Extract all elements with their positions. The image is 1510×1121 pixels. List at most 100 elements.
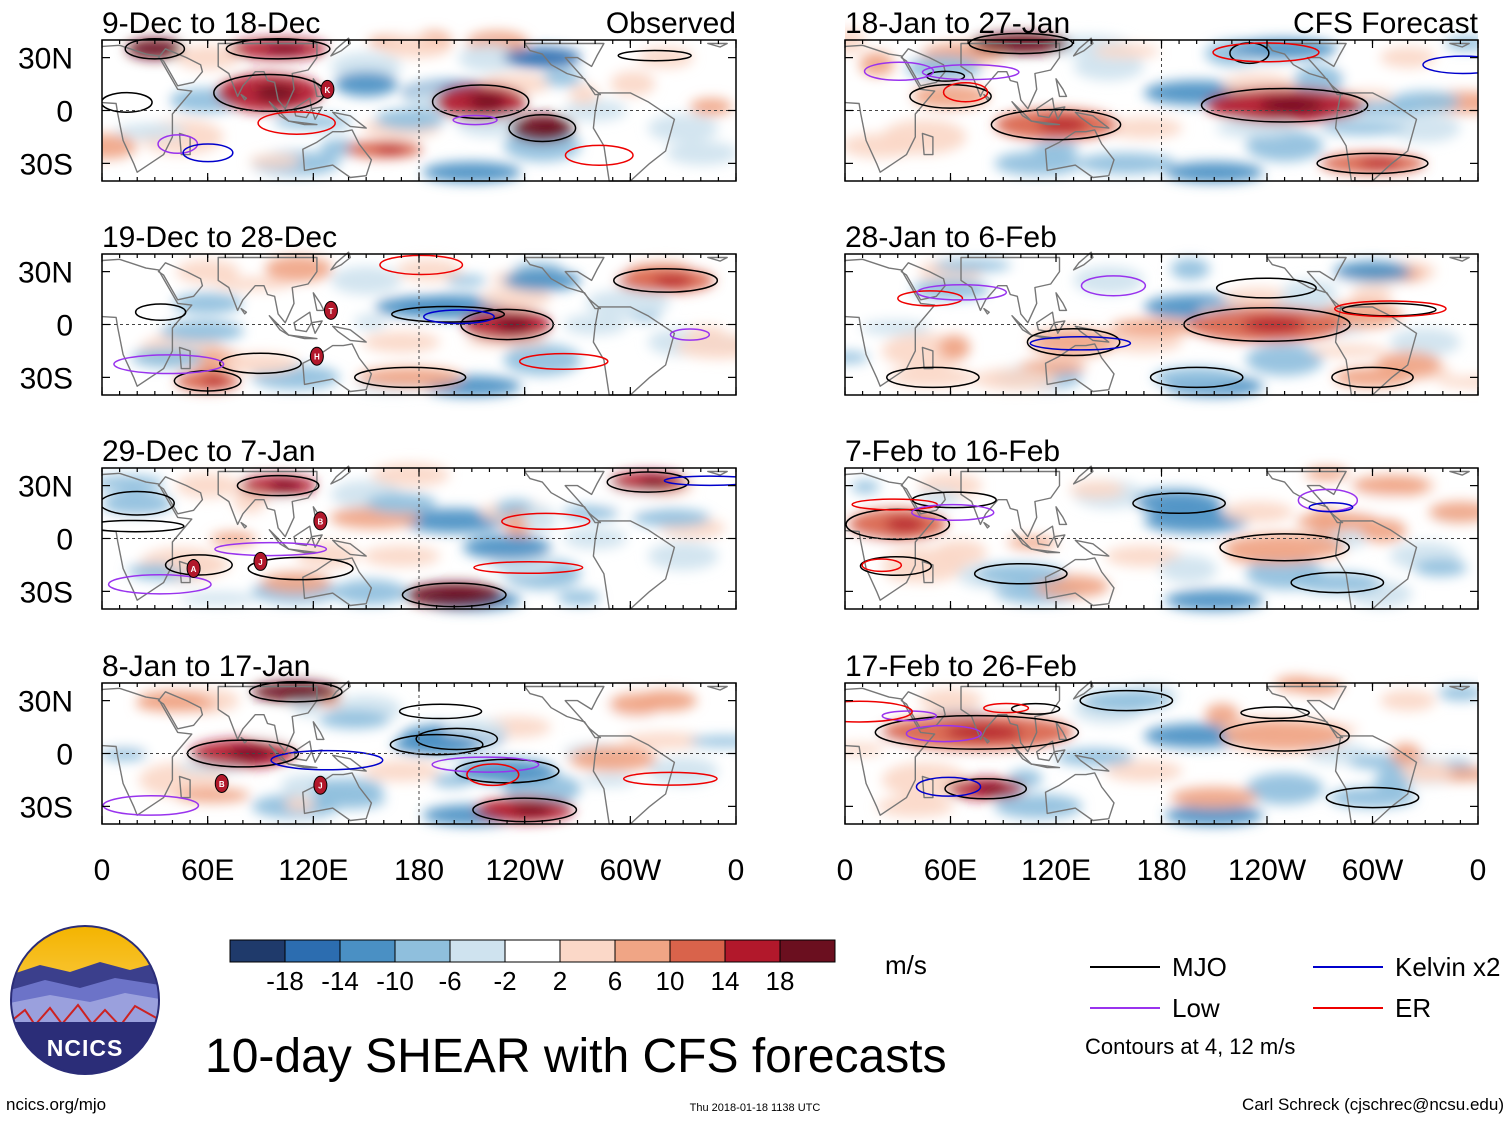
lon-label: 120E [1021, 854, 1091, 887]
lat-label: 30N [18, 471, 73, 504]
lat-label: 30S [20, 791, 73, 824]
legend-item-label: Kelvin x2 [1395, 952, 1501, 982]
lon-label: 120W [1228, 854, 1307, 887]
lat-label: 0 [56, 96, 73, 129]
panel-period-label: 9-Dec to 18-Dec [102, 7, 320, 40]
colorbar-swatch [559, 939, 616, 963]
map-panel-left-3: B J A 29-Dec to 7-Jan [101, 435, 737, 611]
panel-period-label: 18-Jan to 27-Jan [845, 7, 1070, 40]
lat-label: 30N [18, 257, 73, 290]
storm-marker-B: B [313, 511, 328, 531]
tick-marks [101, 468, 737, 609]
tick-marks [101, 254, 737, 395]
coastlines [845, 465, 1470, 610]
colorbar-swatch [229, 939, 286, 963]
lon-label: 180 [1136, 854, 1186, 887]
storm-marker-J: J [313, 775, 328, 795]
storm-marker-letter: H [314, 353, 320, 362]
legend-item-label: MJO [1172, 952, 1227, 982]
lat-label: 30S [20, 362, 73, 395]
map-panel-right-2: 28-Jan to 6-Feb [844, 221, 1479, 397]
tick-marks [101, 40, 737, 181]
lat-label: 0 [56, 310, 73, 343]
colorbar-swatch [449, 939, 506, 963]
colorbar-swatch [614, 939, 671, 963]
colorbar-tick-label: 14 [711, 966, 740, 996]
map-panel-right-4: 17-Feb to 26-Feb [844, 650, 1479, 826]
lon-label: 0 [837, 854, 854, 887]
colorbar-tick-label: -6 [438, 966, 461, 996]
storm-marker-letter: A [191, 565, 197, 574]
colorbar-tick-label: -10 [376, 966, 414, 996]
lon-label: 60W [599, 854, 661, 887]
lat-label: 0 [56, 524, 73, 557]
coastlines [845, 680, 1470, 825]
storm-marker-A: A [186, 558, 201, 578]
colorbar-tick-label: 6 [608, 966, 622, 996]
tick-marks [844, 254, 1479, 395]
legend-item-kelvin-x2: Kelvin x2 [1313, 952, 1501, 982]
source-url[interactable]: ncics.org/mjo [6, 1095, 106, 1114]
shear-shading [102, 30, 736, 183]
lat-label: 30N [18, 43, 73, 76]
storm-marker-J: J [253, 551, 268, 571]
storm-marker-letter: J [258, 558, 262, 567]
shear-shading [110, 255, 736, 397]
figure-title: 10-day SHEAR with CFS forecasts [205, 1030, 947, 1083]
lat-label: 30S [20, 148, 73, 181]
colorbar-tick-label: -18 [266, 966, 304, 996]
colorbar-swatch [284, 939, 341, 963]
shear-shading [848, 467, 1478, 611]
author-credit: Carl Schreck (cjschrec@ncsu.edu) [1242, 1095, 1504, 1114]
map-panel-left-2: T H 19-Dec to 28-Dec [101, 221, 737, 397]
lon-label: 0 [1470, 854, 1487, 887]
colorbar-tick-label: 18 [766, 966, 795, 996]
timestamp: Thu 2018-01-18 1138 UTC [690, 1102, 821, 1114]
storm-marker-K: K [320, 79, 335, 99]
lon-label: 180 [394, 854, 444, 887]
panel-period-label: 19-Dec to 28-Dec [102, 221, 337, 254]
lon-label: 120E [278, 854, 348, 887]
coastlines [102, 37, 728, 182]
panel-period-label: 28-Jan to 6-Feb [845, 221, 1057, 254]
panel-period-label: 7-Feb to 16-Feb [845, 435, 1060, 468]
forecast-label: CFS Forecast [1293, 7, 1479, 40]
lon-label: 120W [485, 854, 564, 887]
panel-period-label: 17-Feb to 26-Feb [845, 650, 1077, 683]
observed-label: Observed [606, 7, 736, 40]
lon-label: 0 [728, 854, 745, 887]
legend: MJO Kelvin x2 Low ER Contours at 4, 12 m/s [1085, 952, 1501, 1059]
storm-marker-letter: B [219, 780, 225, 789]
legend-item-label: ER [1395, 993, 1431, 1023]
colorbar-swatch [669, 939, 726, 963]
lon-label: 0 [94, 854, 111, 887]
storm-marker-B: B [214, 773, 229, 793]
lon-label: 60E [924, 854, 977, 887]
lat-label: 0 [56, 739, 73, 772]
colorbar: -18 -14 -10 -6 -2 2 6 10 14 18 m/s [229, 939, 927, 996]
lat-label: 30S [20, 576, 73, 609]
colorbar-swatch [724, 939, 781, 963]
colorbar-tick-label: 10 [656, 966, 685, 996]
tick-marks [101, 683, 737, 824]
lon-label: 60E [181, 854, 234, 887]
legend-item-er: ER [1313, 993, 1431, 1023]
tick-marks [844, 40, 1479, 181]
wave-contours [845, 488, 1385, 594]
panel-period-label: 8-Jan to 17-Jan [102, 650, 310, 683]
wave-contours [845, 689, 1420, 809]
coastlines [845, 251, 1470, 396]
tick-marks [844, 468, 1479, 609]
legend-note: Contours at 4, 12 m/s [1085, 1034, 1295, 1059]
colorbar-tick-label: -2 [493, 966, 516, 996]
shear-shading [102, 462, 726, 611]
storm-marker-letter: K [325, 86, 331, 95]
tick-marks [844, 683, 1479, 824]
storm-marker-letter: T [328, 307, 333, 316]
storm-marker-letter: J [318, 782, 322, 791]
legend-item-label: Low [1172, 993, 1220, 1023]
lat-label: 30N [18, 686, 73, 719]
storm-marker-letter: B [317, 517, 323, 526]
legend-item-low: Low [1090, 993, 1220, 1023]
